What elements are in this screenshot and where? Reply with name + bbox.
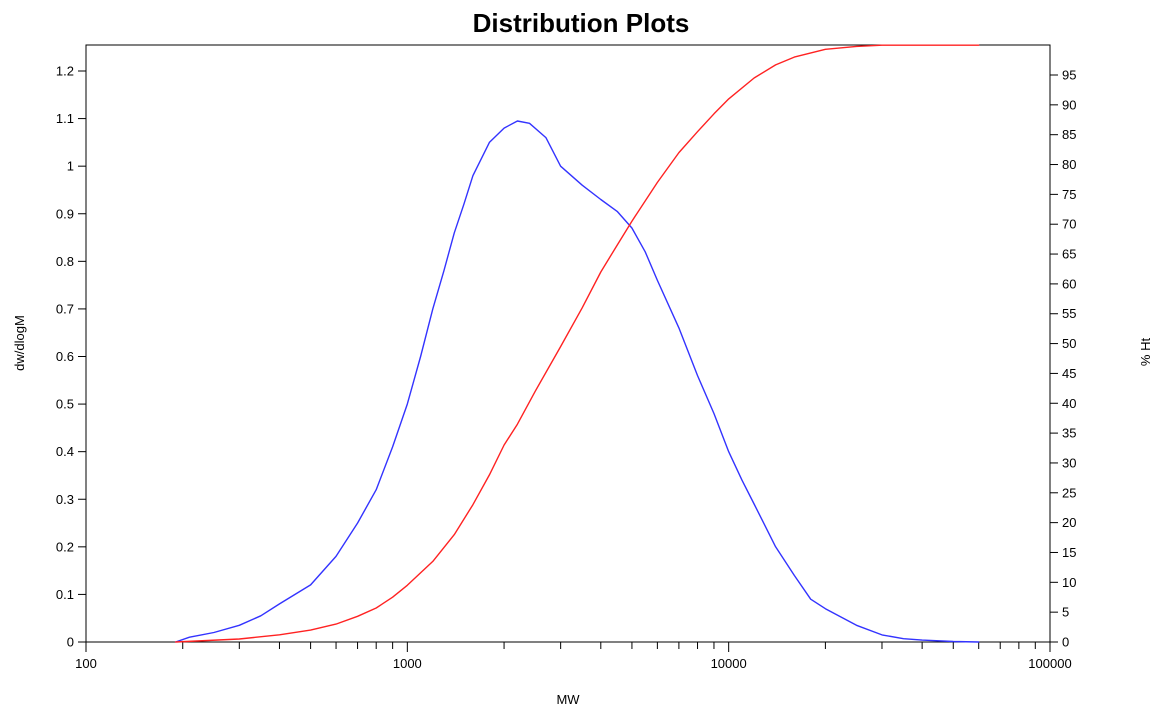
y2-tick-label: 35 [1062,426,1076,441]
y2-tick-label: 80 [1062,157,1076,172]
x-tick-label: 100000 [1028,656,1071,671]
y-tick-label: 0.5 [56,397,74,412]
y2-tick-label: 30 [1062,455,1076,470]
y2-tick-label: 95 [1062,68,1076,83]
y-tick-label: 0.1 [56,587,74,602]
y-tick-label: 0.2 [56,539,74,554]
y2-tick-label: 55 [1062,306,1076,321]
y2-axis-label: % Ht [1138,338,1153,367]
y2-tick-label: 50 [1062,336,1076,351]
plot-area [85,44,1051,643]
distribution-curve-line [174,120,980,643]
x-axis-label: MW [556,692,580,707]
cumulative-curve-line [174,44,980,643]
y2-tick-label: 5 [1062,605,1069,620]
series-layer [174,44,980,643]
y2-tick-label: 65 [1062,247,1076,262]
y-axis-left: 0 0.1 0.2 0.3 0.4 0.5 0.6 0.7 0.8 0.9 1 1.1 1.2 [56,64,86,650]
y2-tick-label: 90 [1062,97,1076,112]
y2-tick-label: 10 [1062,575,1076,590]
y-tick-label: 0.6 [56,349,74,364]
y2-tick-label: 85 [1062,127,1076,142]
y-tick-label: 1.2 [56,64,74,79]
y2-tick-label: 60 [1062,276,1076,291]
y-axis-label: dw/dlogM [12,315,27,371]
chart-title: Distribution Plots [473,8,690,38]
x-tick-label: 100 [75,656,97,671]
y2-tick-label: 0 [1062,635,1069,650]
x-tick-label: 1000 [393,656,422,671]
y-tick-label: 0 [67,635,74,650]
y-tick-label: 0.7 [56,301,74,316]
y2-tick-label: 45 [1062,366,1076,381]
y2-tick-label: 40 [1062,396,1076,411]
y-tick-label: 0.4 [56,444,74,459]
y2-tick-label: 25 [1062,485,1076,500]
y-tick-label: 1 [67,159,74,174]
y-tick-label: 1.1 [56,111,74,126]
y-tick-label: 0.9 [56,206,74,221]
x-tick-label: 10000 [711,656,747,671]
y2-tick-label: 70 [1062,217,1076,232]
y-tick-label: 0.8 [56,254,74,269]
y2-tick-label: 75 [1062,187,1076,202]
y-tick-label: 0.3 [56,492,74,507]
y2-tick-label: 20 [1062,515,1076,530]
x-axis: 100 1000 10000 100000 [75,642,1072,671]
y2-tick-label: 15 [1062,545,1076,560]
y-axis-right: 0 5 10 15 20 25 30 35 40 45 50 55 60 65 70 75 80 85 90 95 [1050,68,1076,650]
